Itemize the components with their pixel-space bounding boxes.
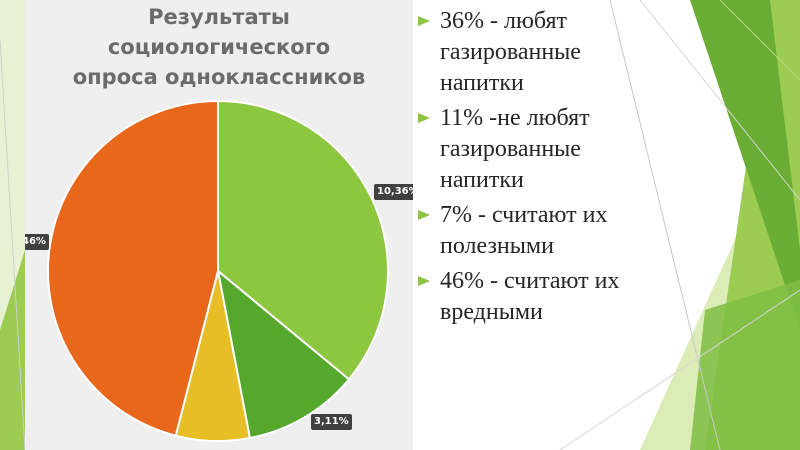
chart-title-line-2: социологического: [107, 35, 331, 59]
chart-panel: Результаты социологического опроса однок…: [25, 0, 413, 450]
thin-line-2: [639, 0, 800, 201]
bullet-text: 36% - любят газированные напитки: [440, 8, 581, 96]
pie-slice-4: [47, 99, 219, 437]
pie-chart: [47, 99, 389, 442]
arrow-bullet-icon: [418, 16, 430, 26]
bullet-item: 46% - считают их вредными: [415, 266, 660, 328]
bullet-item: 7% - считают их полезными: [415, 200, 660, 262]
arrow-bullet-icon: [418, 276, 430, 286]
chart-title: Результаты социологического опроса однок…: [25, 2, 413, 92]
thin-line-1: [609, 0, 721, 450]
arrow-bullet-icon: [418, 113, 430, 123]
bullet-item: 11% -не любят газированные напитки: [415, 103, 660, 196]
pie-slice-1: [217, 99, 389, 381]
left-line: [0, 39, 26, 450]
arrow-bullet-icon: [418, 210, 430, 220]
data-label-green: 10,36%: [374, 184, 413, 200]
chart-title-line-1: Результаты: [148, 5, 290, 29]
data-label-orange: 46%: [25, 234, 49, 250]
thin-line-4: [719, 0, 800, 81]
bullet-text: 11% -не любят газированные напитки: [440, 105, 590, 193]
data-label-dark-green: 3,11%: [311, 414, 352, 430]
bullet-text: 46% - считают их вредными: [440, 268, 620, 325]
left-strip-accent: [0, 250, 25, 450]
thin-line-3: [559, 289, 800, 450]
chart-title-line-3: опроса одноклассников: [72, 65, 366, 89]
bullet-list: 36% - любят газированные напитки 11% -не…: [415, 6, 660, 332]
dark-band: [690, 0, 800, 330]
pie-slice-2: [216, 268, 351, 440]
bullet-item: 36% - любят газированные напитки: [415, 6, 660, 99]
bullet-text: 7% - считают их полезными: [440, 202, 608, 259]
bottom-band: [690, 280, 800, 450]
